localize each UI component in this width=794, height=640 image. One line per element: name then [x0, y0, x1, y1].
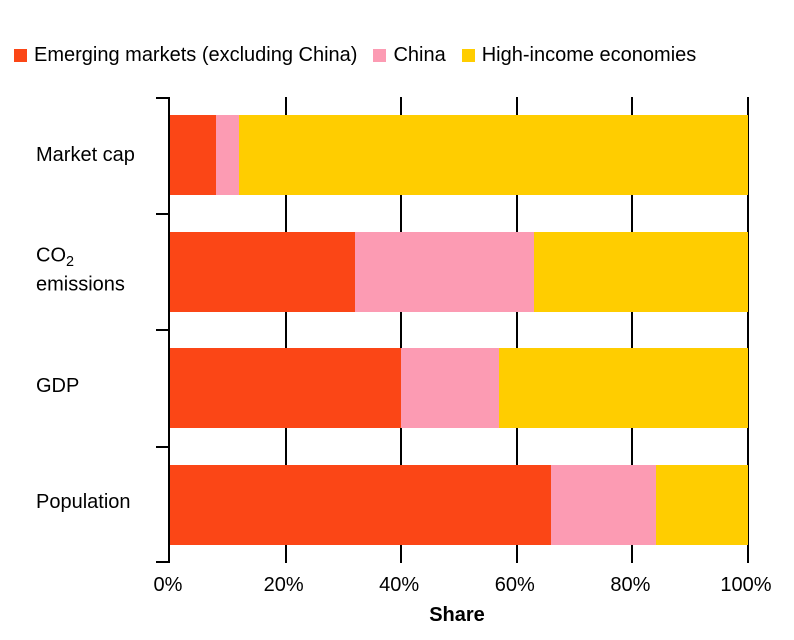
category-label-co2-emissions: CO2 emissions: [36, 242, 164, 297]
x-tick-0: 0%: [153, 574, 183, 596]
bar-row-population: [170, 465, 748, 545]
legend: Emerging markets (excluding China) China…: [14, 44, 712, 67]
bar-segment: [401, 348, 500, 428]
bar-row-gdp: [170, 348, 748, 428]
bar-segment: [170, 232, 355, 312]
category-label-gdp: GDP: [36, 373, 164, 399]
bar-segment: [551, 465, 656, 545]
legend-label-high-income: High-income economies: [481, 44, 697, 66]
y-axis-tick: [156, 213, 168, 215]
x-tick-20: 20%: [263, 574, 304, 596]
x-tick-100: 100%: [720, 574, 772, 596]
category-label-population: Population: [36, 489, 164, 515]
legend-label-china: China: [393, 44, 446, 66]
y-axis-tick: [156, 97, 168, 99]
bar-segment: [655, 465, 748, 545]
gridline: [400, 97, 403, 563]
gridline: [284, 97, 287, 563]
co2-subscript: 2: [66, 253, 75, 270]
legend-item-high-income: High-income economies: [461, 44, 697, 67]
legend-swatch-emerging-markets: [14, 49, 27, 62]
x-tick-60: 60%: [494, 574, 535, 596]
y-axis-tick: [156, 446, 168, 448]
gridline: [747, 97, 749, 563]
x-tick-40: 40%: [379, 574, 420, 596]
category-label-text: Market cap: [36, 144, 135, 166]
plot-area: [156, 97, 749, 563]
legend-label-emerging-markets: Emerging markets (excluding China): [34, 44, 358, 66]
category-label-market-cap: Market cap: [36, 142, 164, 168]
category-label-text: emissions: [36, 273, 125, 296]
x-axis-label: Share: [429, 604, 485, 626]
bar-segment: [499, 348, 748, 428]
x-tick-80: 80%: [610, 574, 651, 596]
y-axis-tick: [156, 329, 168, 331]
bar-segment: [239, 115, 748, 195]
category-label-text: CO: [36, 244, 66, 267]
bar-row-co2-emissions: [170, 232, 748, 312]
bar-segment: [170, 348, 402, 428]
legend-item-china: China: [373, 44, 446, 67]
y-axis-tick: [156, 561, 168, 563]
bar-segment: [170, 465, 552, 545]
category-label-text: Population: [36, 491, 131, 513]
bar-segment: [216, 115, 240, 195]
legend-item-emerging-markets: Emerging markets (excluding China): [14, 44, 357, 67]
category-label-text: GDP: [36, 375, 80, 397]
bar-segment: [534, 232, 748, 312]
legend-swatch-high-income: [461, 49, 475, 62]
gridline: [515, 97, 518, 563]
bar-segment: [354, 232, 535, 312]
legend-swatch-china: [373, 49, 387, 62]
gridline: [631, 97, 634, 563]
bar-row-market-cap: [170, 115, 748, 195]
bar-segment: [170, 115, 217, 195]
x-axis-tick-labels: 0% 20% 40% 60% 80% 100%: [154, 574, 772, 598]
